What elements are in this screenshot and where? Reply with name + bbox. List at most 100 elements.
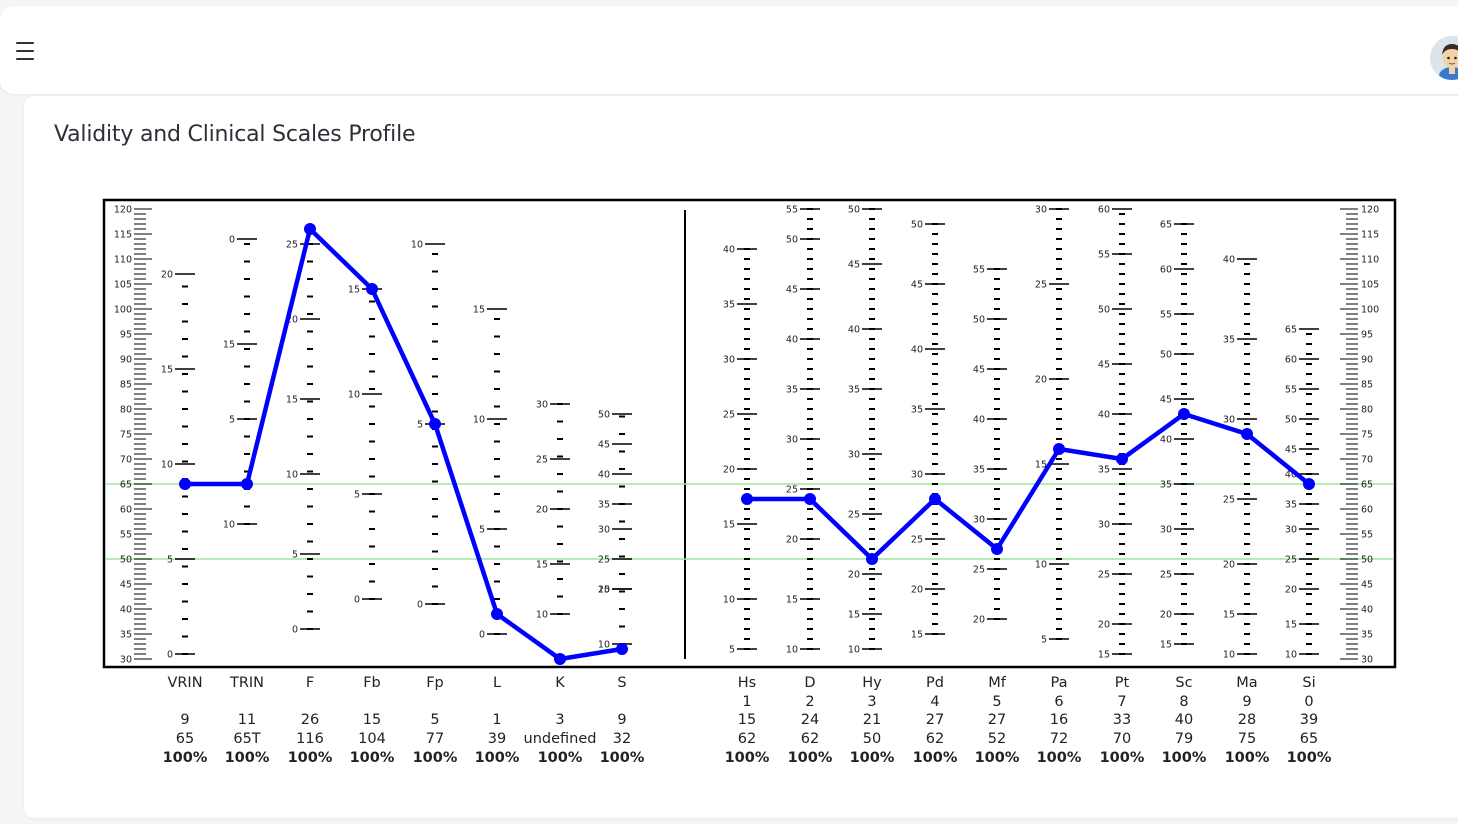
percent-answered: 100% [163, 750, 208, 766]
scale-tick-label: 0 [479, 630, 485, 641]
scale-label: Sc [1175, 675, 1192, 691]
scale-tick-label: 50 [786, 235, 798, 246]
axis-tick-label: 70 [1361, 455, 1373, 466]
series-line-validity [185, 226, 623, 662]
t-score: 72 [1050, 731, 1068, 747]
t-score: undefined [524, 731, 597, 747]
data-point [554, 653, 566, 665]
t-score: 104 [358, 731, 386, 747]
axis-tick-label: 60 [1361, 505, 1373, 516]
axis-tick-label: 55 [1361, 530, 1373, 541]
scale-number: 9 [1242, 694, 1251, 710]
scale-tick-label: 20 [848, 570, 860, 581]
scale-tick-label: 35 [723, 300, 735, 311]
axis-tick-label: 120 [1361, 205, 1379, 216]
scale-tick-label: 20 [1285, 585, 1297, 596]
scale-tick-label: 45 [598, 440, 610, 451]
axis-tick-label: 75 [120, 430, 132, 441]
scale-tick-label: 35 [1285, 500, 1297, 511]
scale-tick-label: 15 [286, 395, 298, 406]
scale-tick-label: 45 [1160, 395, 1172, 406]
hamburger-menu-icon[interactable] [14, 40, 40, 62]
scale-tick-label: 65 [1160, 220, 1172, 231]
scale-tick-label: 15 [911, 630, 923, 641]
t-score: 52 [988, 731, 1006, 747]
scale-tick-label: 55 [1285, 385, 1297, 396]
scale-tick-label: 25 [723, 410, 735, 421]
raw-score: 1 [492, 712, 501, 728]
scale-tick-label: 20 [1035, 375, 1047, 386]
scale-tick-label: 60 [1160, 265, 1172, 276]
scale-tick-label: 30 [848, 450, 860, 461]
scale-tick-label: 35 [848, 385, 860, 396]
scale-label: Pa [1051, 675, 1068, 691]
percent-answered: 100% [788, 750, 833, 766]
user-avatar-icon[interactable] [1430, 36, 1458, 80]
scale-tick-label: 0 [292, 625, 298, 636]
scale-number: 0 [1304, 694, 1313, 710]
scale-tick-label: 10 [411, 240, 423, 251]
axis-tick-label: 80 [120, 405, 132, 416]
scale-tick-label: 10 [786, 645, 798, 656]
scale-label: TRIN [229, 675, 264, 691]
t-score: 79 [1175, 731, 1193, 747]
axis-tick-label: 35 [120, 630, 132, 641]
scale-tick-label: 10 [223, 520, 235, 531]
scale-tick-label: 15 [1035, 460, 1047, 471]
scale-tick-label: 20 [161, 270, 173, 281]
scale-label: L [493, 675, 501, 691]
axis-tick-label: 120 [114, 205, 132, 216]
scale-tick-label: 15 [473, 305, 485, 316]
scale-tick-label: 20 [723, 465, 735, 476]
data-point [179, 478, 191, 490]
scale-tick-label: 60 [1098, 205, 1110, 216]
scale-number: 6 [1054, 694, 1063, 710]
scale-tick-label: 40 [1098, 410, 1110, 421]
raw-score: 24 [801, 712, 819, 728]
axis-tick-label: 70 [120, 455, 132, 466]
t-score: 65 [1300, 731, 1318, 747]
percent-answered: 100% [1162, 750, 1207, 766]
scale-tick-label: 30 [1098, 520, 1110, 531]
scale-tick-label: 35 [786, 385, 798, 396]
scale-tick-label: 15 [723, 520, 735, 531]
axis-tick-label: 105 [114, 280, 132, 291]
scale-tick-label: 15 [786, 595, 798, 606]
percent-answered: 100% [975, 750, 1020, 766]
scale-tick-label: 25 [598, 555, 610, 566]
scale-tick-label: 40 [786, 335, 798, 346]
card-title: Validity and Clinical Scales Profile [54, 122, 416, 147]
percent-answered: 100% [1100, 750, 1145, 766]
raw-score: 33 [1113, 712, 1131, 728]
scale-number: 4 [930, 694, 939, 710]
scale-label: K [555, 675, 565, 691]
scale-tick-label: 15 [598, 585, 610, 596]
scale-tick-label: 35 [911, 405, 923, 416]
data-point [616, 643, 628, 655]
axis-tick-label: 85 [120, 380, 132, 391]
data-point [1241, 428, 1253, 440]
series-line-clinical [747, 411, 1311, 562]
percent-answered: 100% [913, 750, 958, 766]
scale-tick-label: 25 [786, 485, 798, 496]
raw-score: 40 [1175, 712, 1193, 728]
scale-tick-label: 15 [348, 285, 360, 296]
t-score: 75 [1238, 731, 1256, 747]
scale-tick-label: 25 [911, 535, 923, 546]
axis-tick-label: 50 [120, 555, 132, 566]
axis-tick-label: 90 [1361, 355, 1373, 366]
scale-tick-label: 20 [973, 615, 985, 626]
scale-label: F [306, 675, 314, 691]
scale-tick-label: 10 [348, 390, 360, 401]
scale-tick-label: 20 [1223, 560, 1235, 571]
scale-tick-label: 35 [1223, 335, 1235, 346]
percent-answered: 100% [725, 750, 770, 766]
data-point [304, 223, 316, 235]
raw-score: 26 [301, 712, 319, 728]
percent-answered: 100% [1287, 750, 1332, 766]
percent-answered: 100% [850, 750, 895, 766]
data-point [366, 283, 378, 295]
percent-answered: 100% [475, 750, 520, 766]
scale-label: Si [1302, 675, 1315, 691]
data-point [991, 543, 1003, 555]
